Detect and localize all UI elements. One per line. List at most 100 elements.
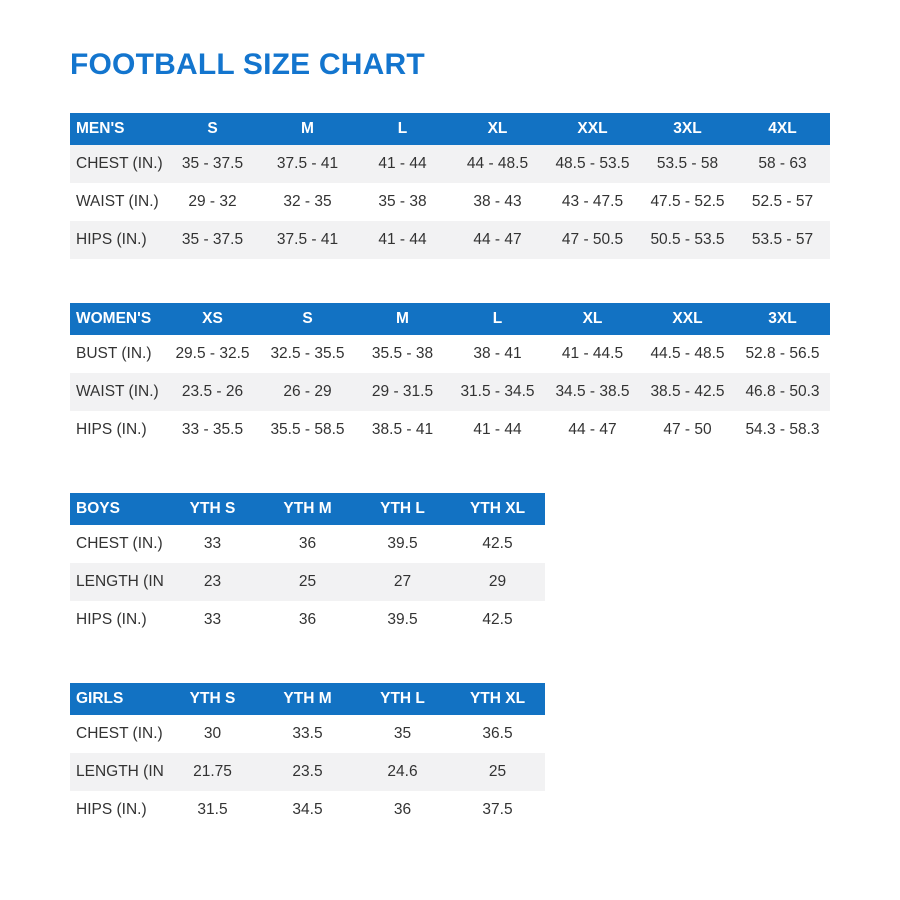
row-label-cell: WAIST (IN.): [76, 193, 159, 210]
size-value-cell: 26 - 29: [283, 383, 332, 400]
measurement-row: HIPS (IN.) 31.5 34.5 36 37.5: [70, 791, 545, 829]
size-column-header: XS: [202, 310, 223, 327]
table-title-cell: GIRLS: [76, 690, 124, 707]
table-header-row: BOYS YTH S YTH M YTH L YTH XL: [70, 493, 545, 525]
size-value-cell: 39.5: [387, 535, 418, 552]
size-value-cell: 35.5 - 38: [371, 345, 434, 362]
row-label-cell: LENGTH (IN.): [76, 573, 165, 590]
size-column-header: YTH XL: [469, 690, 526, 707]
size-value-cell: 48.5 - 53.5: [555, 155, 630, 172]
size-value-cell: 23.5 - 26: [181, 383, 244, 400]
measurement-row: BUST (IN.) 29.5 - 32.5 32.5 - 35.5 35.5 - 3…: [70, 335, 830, 373]
size-value-cell: 31.5 - 34.5: [460, 383, 535, 400]
size-value-cell: 36: [393, 801, 412, 818]
size-value-cell: 24.6: [387, 763, 418, 780]
size-value-cell: 33.5: [292, 725, 323, 742]
size-value-cell: 38.5 - 41: [371, 421, 434, 438]
size-column-header: L: [492, 310, 503, 327]
measurement-row: HIPS (IN.) 35 - 37.5 37.5 - 41 41 - 44 44 - …: [70, 221, 830, 259]
size-value-cell: 36.5: [482, 725, 513, 742]
row-label-cell: HIPS (IN.): [76, 421, 147, 438]
size-value-cell: 37.5 - 41: [276, 231, 339, 248]
row-label-cell: HIPS (IN.): [76, 611, 147, 628]
size-value-cell: 47 - 50: [663, 421, 712, 438]
size-value-cell: 30: [203, 725, 222, 742]
size-column-header: XL: [582, 310, 603, 327]
size-value-cell: 58 - 63: [758, 155, 807, 172]
size-value-cell: 25: [488, 763, 507, 780]
row-label-cell: WAIST (IN.): [76, 383, 159, 400]
size-column-header: XXL: [577, 120, 608, 137]
measurement-row: WAIST (IN.) 29 - 32 32 - 35 35 - 38 38 - 43 4…: [70, 183, 830, 221]
row-label-cell: CHEST (IN.): [76, 155, 163, 172]
size-column-header: S: [302, 310, 313, 327]
size-value-cell: 43 - 47.5: [561, 193, 624, 210]
size-column-header: YTH M: [283, 690, 332, 707]
size-value-cell: 35 - 37.5: [181, 155, 244, 172]
measurement-row: LENGTH (IN.) 23 25 27 29: [70, 563, 545, 601]
size-value-cell: 23: [203, 573, 222, 590]
size-column-header: XL: [487, 120, 508, 137]
size-column-header: M: [396, 310, 409, 327]
size-column-header: YTH L: [380, 690, 425, 707]
size-column-header: 3XL: [768, 310, 797, 327]
womens-size-table: WOMEN'S XS S M L XL XXL 3XL BUST (IN.) 29.5 - 32.…: [70, 303, 830, 449]
size-value-cell: 41 - 44: [473, 421, 522, 438]
table-title-cell: BOYS: [76, 500, 120, 517]
size-value-cell: 37.5 - 41: [276, 155, 339, 172]
size-value-cell: 35.5 - 58.5: [270, 421, 345, 438]
size-value-cell: 42.5: [482, 611, 513, 628]
size-value-cell: 47 - 50.5: [561, 231, 624, 248]
row-label-cell: LENGTH (IN.): [76, 763, 165, 780]
size-value-cell: 36: [298, 535, 317, 552]
measurement-row: HIPS (IN.) 33 36 39.5 42.5: [70, 601, 545, 639]
size-value-cell: 44 - 48.5: [466, 155, 529, 172]
girls-size-table: GIRLS YTH S YTH M YTH L YTH XL CHEST (IN.) 30 3…: [70, 683, 545, 829]
measurement-row: LENGTH (IN.) 21.75 23.5 24.6 25: [70, 753, 545, 791]
size-value-cell: 52.8 - 56.5: [745, 345, 820, 362]
size-value-cell: 33: [203, 535, 222, 552]
size-value-cell: 34.5 - 38.5: [555, 383, 630, 400]
size-value-cell: 46.8 - 50.3: [745, 383, 820, 400]
size-value-cell: 42.5: [482, 535, 513, 552]
size-value-cell: 35 - 37.5: [181, 231, 244, 248]
size-value-cell: 39.5: [387, 611, 418, 628]
size-value-cell: 37.5: [482, 801, 513, 818]
measurement-row: CHEST (IN.) 30 33.5 35 36.5: [70, 715, 545, 753]
table-title-cell: WOMEN'S: [76, 310, 152, 327]
size-value-cell: 52.5 - 57: [751, 193, 814, 210]
size-value-cell: 38.5 - 42.5: [650, 383, 725, 400]
row-label-cell: CHEST (IN.): [76, 535, 163, 552]
size-column-header: YTH M: [283, 500, 332, 517]
size-value-cell: 33: [203, 611, 222, 628]
size-value-cell: 34.5: [292, 801, 323, 818]
size-value-cell: 29 - 32: [188, 193, 237, 210]
size-value-cell: 32 - 35: [283, 193, 332, 210]
size-column-header: XXL: [672, 310, 703, 327]
table-header-row: MEN'S S M L XL XXL 3XL 4XL: [70, 113, 830, 145]
measurement-row: WAIST (IN.) 23.5 - 26 26 - 29 29 - 31.5 31.5…: [70, 373, 830, 411]
size-value-cell: 54.3 - 58.3: [745, 421, 820, 438]
size-value-cell: 32.5 - 35.5: [270, 345, 345, 362]
size-value-cell: 41 - 44.5: [561, 345, 624, 362]
table-header-row: WOMEN'S XS S M L XL XXL 3XL: [70, 303, 830, 335]
size-value-cell: 27: [393, 573, 412, 590]
size-column-header: YTH XL: [469, 500, 526, 517]
table-header-row: GIRLS YTH S YTH M YTH L YTH XL: [70, 683, 545, 715]
measurement-row: CHEST (IN.) 35 - 37.5 37.5 - 41 41 - 44 44 -…: [70, 145, 830, 183]
table-title-cell: MEN'S: [76, 120, 125, 137]
size-value-cell: 35 - 38: [378, 193, 427, 210]
size-tables-container: MEN'S S M L XL XXL 3XL 4XL CHEST (IN.) 35 - 37.5 3…: [70, 113, 900, 829]
size-value-cell: 50.5 - 53.5: [650, 231, 725, 248]
row-label-cell: HIPS (IN.): [76, 231, 147, 248]
size-column-header: L: [397, 120, 408, 137]
mens-size-table: MEN'S S M L XL XXL 3XL 4XL CHEST (IN.) 35 - 37.5 3…: [70, 113, 830, 259]
size-value-cell: 33 - 35.5: [181, 421, 244, 438]
size-value-cell: 53.5 - 57: [751, 231, 814, 248]
size-value-cell: 44.5 - 48.5: [650, 345, 725, 362]
size-column-header: YTH S: [189, 690, 236, 707]
size-value-cell: 36: [298, 611, 317, 628]
page-title: FOOTBALL SIZE CHART: [70, 48, 425, 81]
boys-size-table: BOYS YTH S YTH M YTH L YTH XL CHEST (IN.) 33 36…: [70, 493, 545, 639]
size-column-header: 4XL: [768, 120, 797, 137]
